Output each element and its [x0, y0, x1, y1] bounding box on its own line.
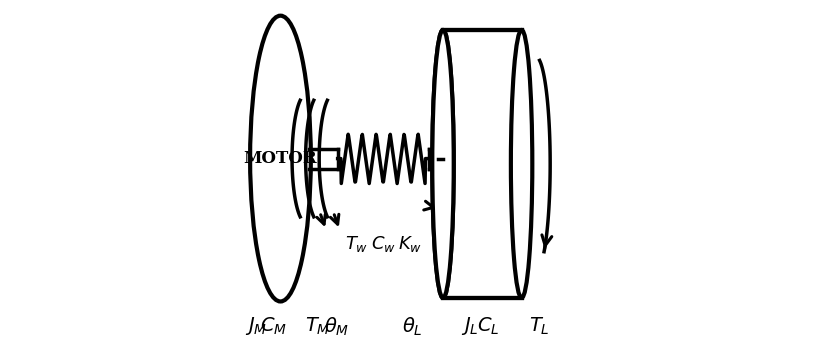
Text: $\theta_L$: $\theta_L$ [401, 315, 422, 338]
Text: MOTOR: MOTOR [243, 150, 318, 167]
Text: $J_M$: $J_M$ [245, 315, 267, 337]
Text: $C_M$: $C_M$ [260, 316, 287, 337]
Ellipse shape [432, 30, 454, 298]
Text: $C_w$: $C_w$ [370, 234, 395, 254]
Bar [443, 30, 522, 298]
Text: $T_L$: $T_L$ [528, 316, 549, 337]
Text: $\theta_M$: $\theta_M$ [324, 315, 349, 338]
Ellipse shape [432, 30, 454, 298]
Ellipse shape [250, 16, 311, 301]
Text: $J_L$: $J_L$ [461, 315, 478, 337]
Ellipse shape [511, 30, 533, 298]
Text: $K_w$: $K_w$ [398, 234, 422, 254]
Text: $C_L$: $C_L$ [477, 316, 499, 337]
Text: $T_M$: $T_M$ [305, 316, 331, 337]
Text: $T_w$: $T_w$ [344, 234, 368, 254]
